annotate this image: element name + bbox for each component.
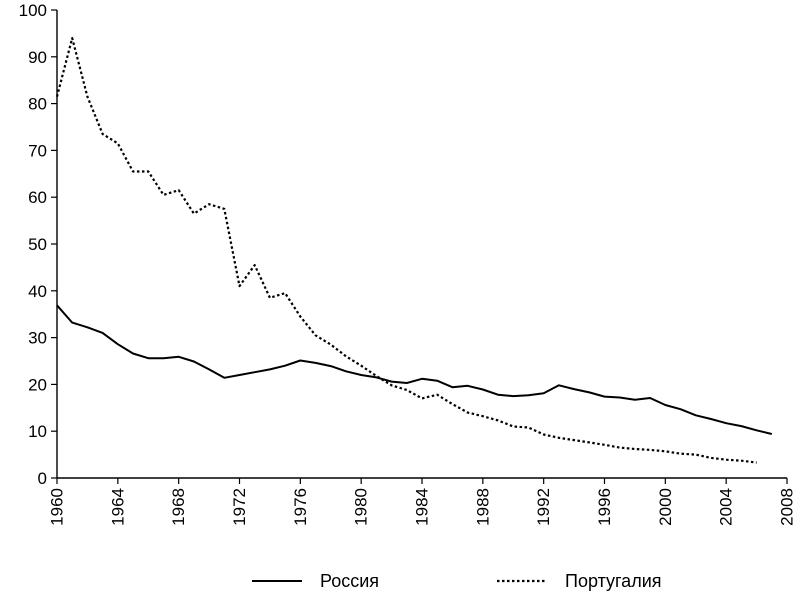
y-tick-label: 10 bbox=[28, 422, 47, 441]
y-tick-label: 0 bbox=[38, 469, 47, 488]
x-tick-label: 1976 bbox=[291, 488, 310, 526]
x-tick-label: 1996 bbox=[595, 488, 614, 526]
x-tick-label: 1960 bbox=[48, 488, 67, 526]
x-axis: 1960 1964 1968 1972 1976 1980 1984 1988 1992 1996… bbox=[48, 477, 797, 526]
y-tick-label: 80 bbox=[28, 95, 47, 114]
x-tick-label: 2008 bbox=[778, 488, 797, 526]
x-tick-label: 1992 bbox=[534, 488, 553, 526]
series-line-1 bbox=[56, 304, 773, 435]
y-tick-label: 100 bbox=[19, 1, 47, 20]
x-tick-label: 2000 bbox=[656, 488, 675, 526]
y-axis: 0 10 20 30 40 50 60 70 80 90 100 bbox=[19, 1, 58, 488]
y-tick-label: 70 bbox=[28, 141, 47, 160]
legend-label-2: Португалия bbox=[565, 571, 662, 591]
plot-series bbox=[55, 36, 773, 464]
x-tick-label: 1968 bbox=[169, 488, 188, 526]
x-tick-label: 1988 bbox=[473, 488, 492, 526]
legend: Россия Португалия bbox=[252, 571, 662, 591]
legend-label-1: Россия bbox=[320, 571, 379, 591]
y-tick-label: 60 bbox=[28, 188, 47, 207]
y-tick-label: 30 bbox=[28, 329, 47, 348]
x-tick-label: 1980 bbox=[352, 488, 371, 526]
x-tick-label: 2004 bbox=[717, 488, 736, 526]
y-tick-label: 50 bbox=[28, 235, 47, 254]
y-tick-label: 90 bbox=[28, 48, 47, 67]
x-tick-label: 1984 bbox=[413, 488, 432, 526]
y-tick-label: 40 bbox=[28, 282, 47, 301]
x-tick-label: 1964 bbox=[108, 488, 127, 526]
y-tick-label: 20 bbox=[28, 375, 47, 394]
x-tick-label: 1972 bbox=[230, 488, 249, 526]
